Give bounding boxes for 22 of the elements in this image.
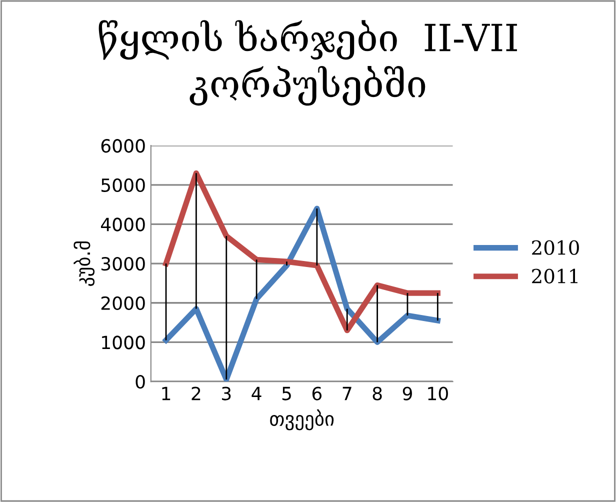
x-tick-label: 3 [222, 386, 231, 400]
x-tick-label: 7 [342, 386, 352, 400]
chart-title: წყლის ხარჯები II-VII კორპუსებში [98, 20, 517, 106]
x-tick-label: 1 [162, 386, 170, 400]
y-tick-label: 4000 [100, 218, 145, 232]
x-tick-label: 6 [312, 386, 322, 400]
legend-label: 2011 [532, 268, 578, 284]
x-tick-label: 10 [428, 386, 448, 400]
x-tick-label: 5 [282, 386, 291, 400]
x-tick-label: 4 [252, 386, 262, 400]
y-tick-label: 3000 [101, 257, 145, 271]
y-axis-title: კუბ.მ [74, 242, 95, 286]
y-tick-label: 1000 [102, 336, 145, 350]
x-tick-label: 2 [192, 386, 200, 400]
x-axis-title: თვეები [270, 409, 334, 430]
y-tick-label: 5000 [102, 178, 145, 192]
y-tick-label: 2000 [101, 296, 145, 310]
x-tick-label: 8 [372, 386, 382, 400]
x-tick-label: 9 [402, 386, 412, 400]
y-tick-label: 0 [136, 374, 145, 389]
y-tick-label: 6000 [101, 139, 145, 153]
legend-label: 2010 [532, 240, 579, 255]
